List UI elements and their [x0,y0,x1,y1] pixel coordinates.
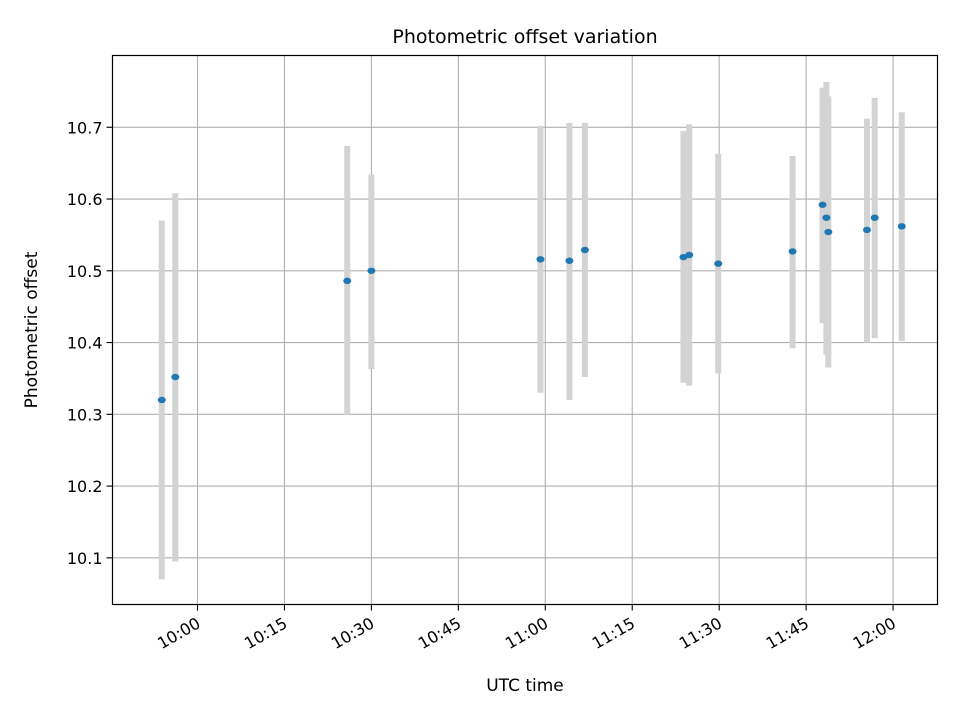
x-axis-ticks: 10:00 10:15 10:30 10:45 11:00 11:15 11:30 11:45… [154,604,899,654]
data-points [157,201,906,404]
data-point [870,214,879,221]
data-point [822,214,831,221]
y-tick-label: 10.4 [67,334,103,353]
data-point [788,248,797,255]
plot-frame [111,54,939,606]
y-axis-label: Photometric offset [22,251,42,408]
x-axis-label: UTC time [486,676,564,696]
x-tick-label: 11:45 [763,614,812,654]
x-tick-label: 10:45 [415,614,464,654]
x-tick-label: 10:00 [154,614,203,654]
data-point [157,396,166,404]
data-point [171,373,180,381]
x-tick-label: 11:15 [589,614,638,654]
chart-title: Photometric offset variation [392,26,657,48]
data-point [714,260,723,267]
x-tick-label: 12:00 [850,614,899,654]
data-point [818,201,827,208]
data-point [565,257,574,264]
data-point [536,256,545,263]
x-tick-label: 10:30 [328,614,377,654]
data-point [343,277,352,285]
error-bars [158,82,905,580]
y-tick-label: 10.7 [67,118,103,137]
y-tick-label: 10.2 [67,477,103,496]
y-tick-label: 10.5 [67,262,103,281]
data-point [367,267,376,274]
data-point [862,226,871,234]
x-tick-label: 11:30 [676,614,725,654]
y-tick-label: 10.1 [67,549,103,568]
grid [112,55,938,605]
y-tick-label: 10.3 [67,405,103,424]
x-tick-label: 11:00 [502,614,551,654]
y-axis-ticks: 10.1 10.2 10.3 10.4 10.5 10.6 10.7 [67,118,113,568]
x-tick-label: 10:15 [241,614,290,654]
data-point [580,246,589,254]
data-point [824,228,833,236]
y-tick-label: 10.6 [67,190,103,209]
data-point [897,223,906,230]
data-point [685,251,694,259]
